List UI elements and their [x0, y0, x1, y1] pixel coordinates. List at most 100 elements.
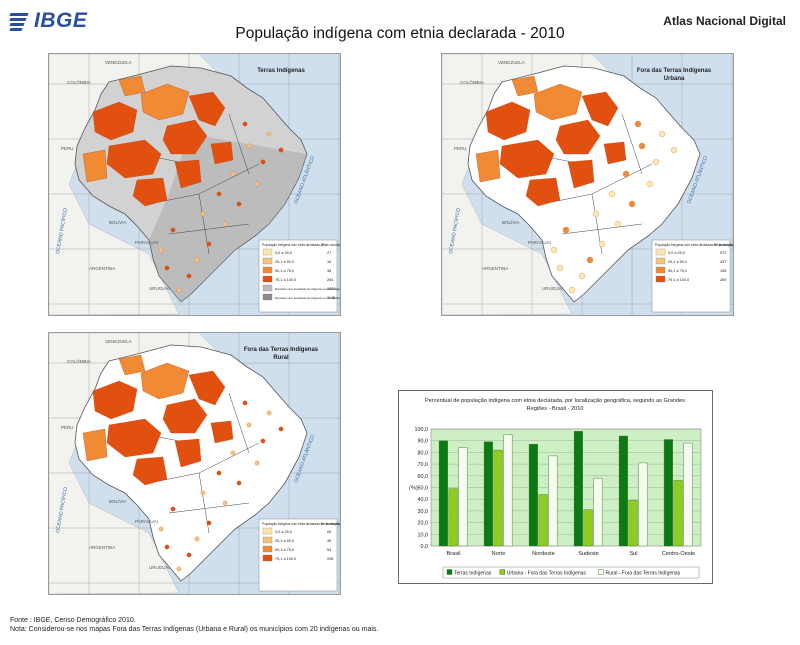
small-patch — [170, 227, 176, 233]
orange-patch — [132, 177, 168, 207]
map-title: Fora das Terras Indígenas — [244, 347, 319, 353]
legend-count: 208 — [327, 557, 333, 561]
legend-swatch — [262, 527, 273, 535]
chart-legend-swatch — [446, 569, 453, 575]
bar — [628, 500, 638, 547]
country-label: PERU — [454, 146, 467, 151]
country-label: PARAGUAI — [135, 519, 158, 524]
small-patch — [194, 536, 200, 542]
legend-swatch — [262, 545, 273, 553]
small-patch — [222, 500, 228, 506]
legend-swatch — [262, 266, 273, 274]
legend-swatch — [262, 293, 273, 301]
country-label: PARAGUAI — [528, 240, 551, 245]
legend-count: 437 — [720, 260, 726, 264]
small-patch — [170, 506, 176, 512]
country-label: COLÔMBIA — [67, 358, 91, 364]
small-patch — [186, 552, 192, 558]
country-label: PARAGUAI — [135, 240, 158, 245]
small-patch — [622, 170, 630, 178]
legend-count: 46 — [327, 539, 331, 543]
state-borders — [531, 113, 653, 255]
legend-count: 269 — [720, 278, 726, 282]
small-patch — [158, 526, 164, 532]
bar-chart: Percentual de população indígena com etn… — [398, 390, 713, 584]
footer: Fonte : IBGE, Censo Demográfico 2010. No… — [10, 616, 378, 634]
country-label: COLÔMBIA — [67, 79, 91, 85]
small-patch — [556, 264, 564, 272]
orange-patch — [555, 119, 601, 155]
small-patch — [586, 256, 594, 264]
small-patch — [222, 221, 228, 227]
chart-legend-swatch — [499, 569, 506, 575]
legend-label: 50,1 a 75,0 — [275, 548, 294, 552]
y-tick-label: 30,0 — [418, 509, 429, 515]
legend-count: 570 — [720, 251, 726, 255]
legend-count: 1500 — [327, 287, 335, 291]
legend-swatch — [655, 275, 666, 283]
country-label: BOLÍVIA — [109, 498, 127, 504]
orange-patch — [188, 370, 226, 406]
map-fora-rural: BOLÍVIA PARAGUAI ARGENTINA URUGUAI PERU COLÔM… — [48, 332, 341, 595]
bar — [638, 462, 648, 547]
orange-patch — [118, 75, 146, 97]
legend-label: 25,1 a 50,0 — [668, 260, 687, 264]
legend-swatch — [262, 284, 273, 292]
orange-patch — [82, 428, 108, 462]
map-title: Urbana — [664, 76, 685, 82]
small-patch — [206, 241, 212, 247]
orange-patch — [162, 119, 208, 155]
map-fora-urbana: BOLÍVIA PARAGUAI ARGENTINA URUGUAI PERU COLÔM… — [441, 53, 734, 316]
country-label: VENEZUELA — [498, 60, 525, 65]
small-patch — [266, 131, 272, 137]
logo-text: IBGE — [34, 9, 88, 32]
legend-swatch — [655, 257, 666, 265]
orange-patch — [162, 398, 208, 434]
small-patch — [628, 200, 636, 208]
small-patch — [206, 520, 212, 526]
bar — [528, 444, 538, 547]
legend-label: 75,1 a 100,0 — [275, 557, 296, 561]
small-patch — [634, 120, 642, 128]
small-patch — [246, 422, 252, 428]
orange-patch — [603, 141, 627, 165]
country-label: BOLÍVIA — [502, 219, 520, 225]
page-title: População indígena com etnia declarada -… — [235, 25, 565, 42]
country-label: ARGENTINA — [482, 266, 508, 271]
small-patch — [236, 201, 242, 207]
map-title: Terras Indígenas — [257, 68, 305, 74]
legend-swatch — [262, 275, 273, 283]
y-tick-label: 80,0 — [418, 450, 429, 456]
orange-patch — [188, 91, 226, 127]
atlas-label: Atlas Nacional Digital — [663, 14, 786, 28]
small-patch — [562, 226, 570, 234]
chart-legend-label: Terras Indígenas — [454, 571, 492, 577]
legend-label: 50,1 a 75,0 — [275, 269, 294, 273]
chart-legend-swatch — [598, 569, 604, 575]
map-svg: BOLÍVIA PARAGUAI ARGENTINA URUGUAI PERU COLÔM… — [442, 54, 733, 315]
small-patch — [216, 191, 222, 197]
bar — [618, 435, 628, 547]
small-patch — [194, 257, 200, 263]
orange-patch — [567, 159, 595, 189]
map-terras-indigenas: BOLÍVIA PARAGUAI ARGENTINA URUGUAI PERU COLÔM… — [48, 53, 341, 316]
country-label: URUGUAI — [149, 286, 170, 291]
orange-patch — [106, 418, 162, 458]
chart-legend-label: Urbana - Fora das Terras Indígenas — [507, 571, 587, 577]
legend-count: 1145 — [327, 296, 335, 300]
bar — [503, 434, 513, 547]
small-patch — [598, 240, 606, 248]
orange-patch — [210, 420, 234, 444]
legend-count-heading: Nº de municípios — [321, 522, 340, 526]
bar — [583, 509, 593, 547]
orange-patch — [210, 141, 234, 165]
small-patch — [164, 265, 170, 271]
x-tick-label: Norte — [492, 551, 506, 557]
footer-note: Nota: Considerou-se nos mapas Fora das T… — [10, 626, 379, 633]
legend-count: 27 — [327, 251, 331, 255]
small-patch — [200, 211, 206, 217]
legend-label: 0,0 a 25,0 — [275, 251, 292, 255]
orange-patch — [581, 91, 619, 127]
bar-chart-svg: Percentual de população indígena com etn… — [409, 398, 702, 579]
orange-patch — [132, 456, 168, 486]
